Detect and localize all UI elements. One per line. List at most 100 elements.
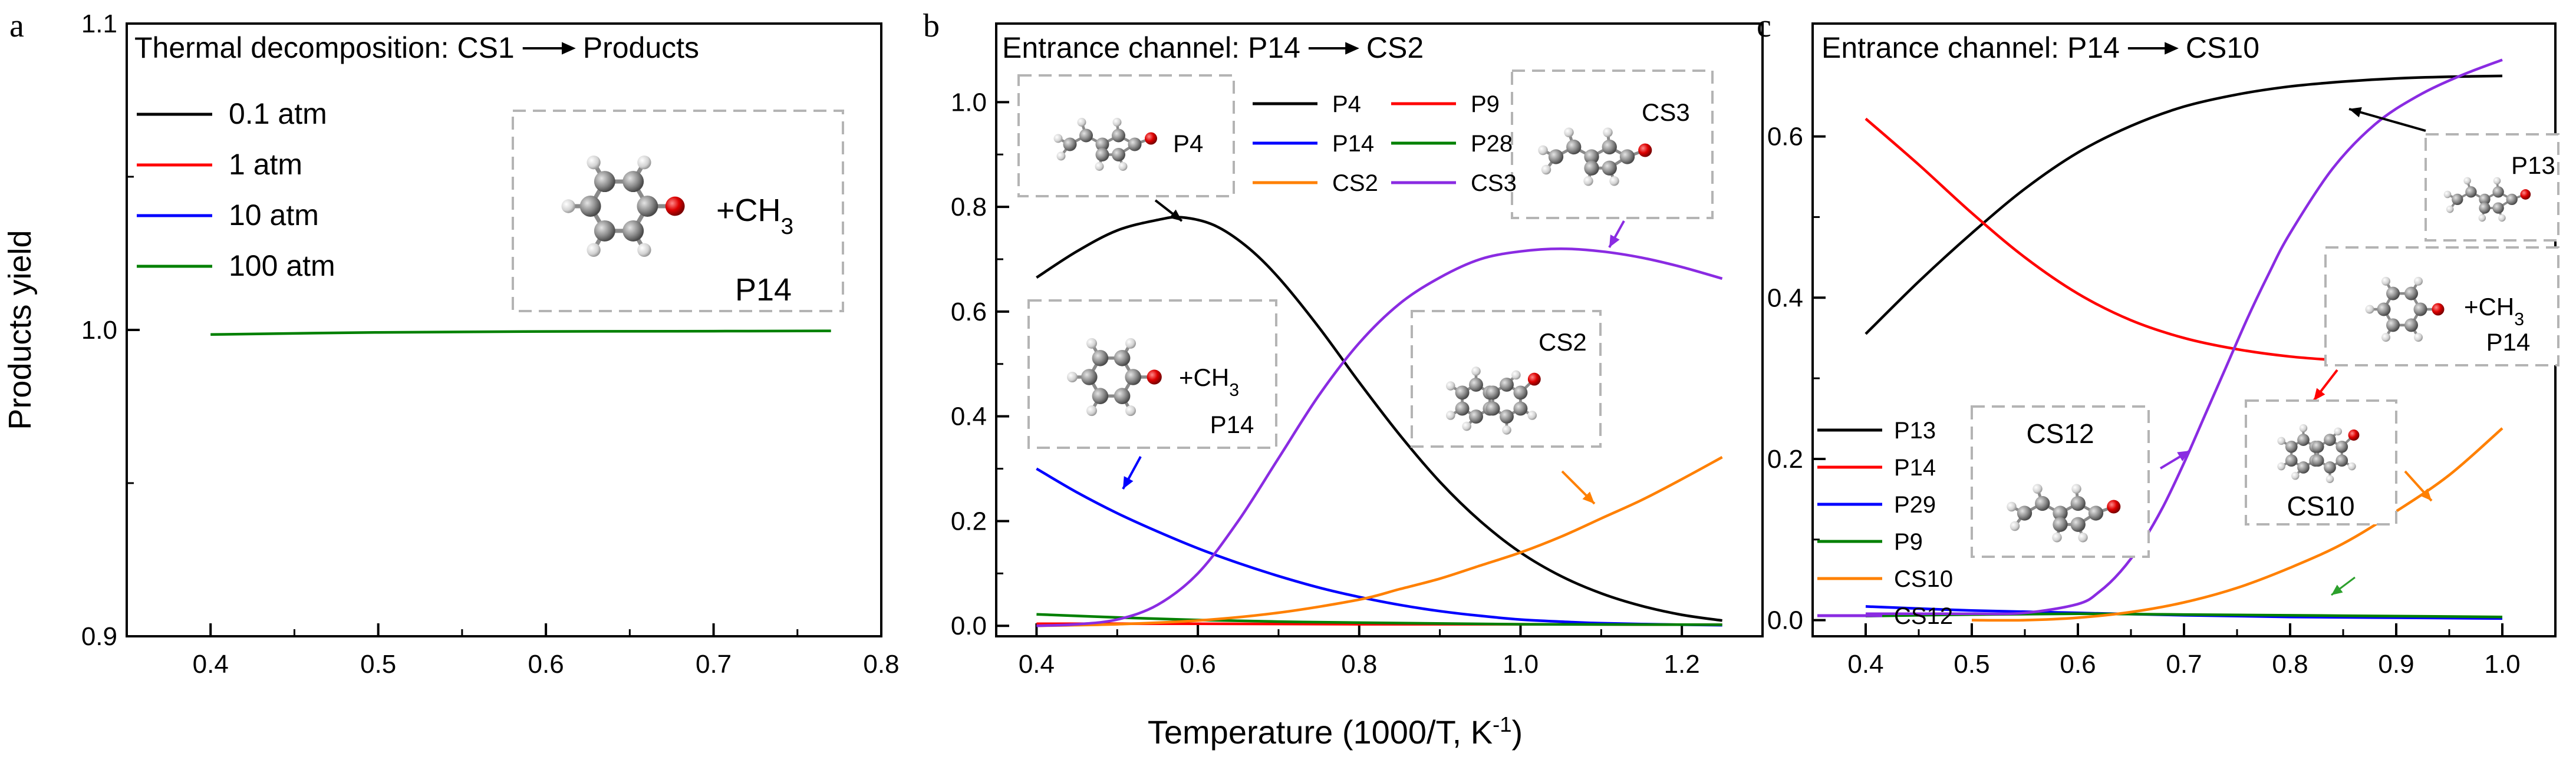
carbon-atom <box>2285 454 2298 467</box>
hydrogen-atom <box>2478 214 2486 222</box>
inset-label-ch3: +CH3 <box>716 193 793 239</box>
series-line-100-atm <box>210 329 831 336</box>
inset-label-ch3-c: +CH3 <box>2464 293 2524 329</box>
y-tick-label: 0.2 <box>951 507 987 536</box>
hydrogen-atom <box>1609 176 1619 186</box>
legend-label-3: 100 atm <box>229 249 335 282</box>
carbon-atom <box>2311 440 2324 453</box>
hydrogen-atom <box>1471 366 1481 376</box>
x-tick-label: 0.8 <box>2272 650 2308 679</box>
x-tick-label: 0.4 <box>1019 650 1055 679</box>
carbon-atom <box>1602 160 1617 176</box>
carbon-atom <box>2506 193 2518 206</box>
y-axis-label: Products yield <box>2 230 38 429</box>
oxygen-atom <box>2348 429 2360 441</box>
carbon-atom <box>2492 186 2504 198</box>
oxygen-atom <box>2432 303 2445 316</box>
title-arrow-head <box>2165 42 2179 55</box>
carbon-atom <box>2035 495 2050 511</box>
inset-label-p14-b: P14 <box>1210 411 1254 438</box>
hydrogen-atom <box>2414 276 2423 286</box>
p14-methyl-molecule-icon <box>2365 276 2445 342</box>
legend-label-2: 10 atm <box>229 199 319 232</box>
inset-label-cs3: CS3 <box>1642 98 1690 126</box>
annotation-arrow-p14 <box>1122 456 1142 490</box>
y-tick-label: 0.9 <box>81 622 117 651</box>
carbon-atom <box>2070 495 2086 511</box>
carbon-atom <box>1063 137 1077 151</box>
hydrogen-atom <box>2381 276 2390 286</box>
inset-label-p13: P13 <box>2511 151 2555 179</box>
oxygen-atom <box>2107 500 2121 514</box>
x-tick-label: 0.5 <box>1954 650 1989 679</box>
title-arrow-head <box>561 42 576 55</box>
y-tick-label: 1.0 <box>81 316 117 345</box>
carbon-atom <box>1485 385 1500 400</box>
hydrogen-atom <box>1086 405 1097 417</box>
carbon-atom <box>1081 369 1098 385</box>
x-tick-label: 1.0 <box>2484 650 2520 679</box>
hydrogen-atom <box>2277 437 2285 445</box>
carbon-atom <box>2324 461 2336 474</box>
hydrogen-atom <box>2365 305 2374 314</box>
x-tick-label: 1.2 <box>1664 650 1700 679</box>
x-tick-label: 0.7 <box>2166 650 2202 679</box>
y-tick-label: 0.0 <box>1767 606 1803 635</box>
annotation-arrow-cs12-head <box>2177 451 2190 462</box>
annotation-arrow-p4 <box>1154 199 1183 222</box>
series-line-cs3 <box>1036 247 1723 627</box>
y-tick-label: 0.0 <box>951 612 987 640</box>
y-tick-label: 0.6 <box>1767 123 1803 151</box>
hydrogen-atom <box>637 155 651 170</box>
carbon-atom <box>2335 440 2348 453</box>
annotation-arrow-cs3 <box>1608 220 1625 248</box>
legend-label-b-1: P9 <box>1471 91 1500 117</box>
hydrogen-atom <box>2071 484 2081 494</box>
annotation-arrow-p14-c <box>2313 369 2338 402</box>
carbon-atom <box>1548 149 1564 164</box>
title-arrow-icon <box>2127 42 2179 55</box>
y-tick-label: 0.4 <box>951 402 987 431</box>
hydrogen-atom <box>2443 190 2452 199</box>
carbon-atom <box>637 196 658 217</box>
inset-box-p4 <box>1017 74 1235 197</box>
carbon-atom <box>1602 139 1617 155</box>
annotation-arrow-cs2-head <box>1582 491 1595 504</box>
hydrogen-atom <box>1511 370 1521 380</box>
hydrogen-atom <box>1112 118 1122 127</box>
y-tick-label: 0.6 <box>951 298 987 326</box>
series-line-cs2 <box>1036 456 1723 627</box>
cs10-molecule-icon <box>2277 424 2360 483</box>
legend-label-c-1: P14 <box>1894 455 1936 481</box>
inset-label-cs12: CS12 <box>2026 418 2094 449</box>
panel-title-b: Entrance channel: P14 <box>1002 31 1300 64</box>
legend-label-b-2: P14 <box>1332 131 1374 157</box>
hydrogen-atom <box>587 243 601 257</box>
panel-title-target-a: Products <box>583 31 699 64</box>
annotation-arrow-p9-head <box>2331 584 2343 595</box>
carbon-atom <box>1500 378 1514 392</box>
hydrogen-atom <box>2291 471 2300 480</box>
carbon-atom <box>2335 454 2348 467</box>
hydrogen-atom <box>587 155 601 170</box>
hydrogen-atom <box>2348 462 2356 471</box>
carbon-atom <box>1500 409 1514 424</box>
legend-label-b-4: CS2 <box>1332 170 1378 196</box>
carbon-atom <box>2492 202 2504 214</box>
carbon-atom <box>594 220 615 242</box>
carbon-atom <box>1469 378 1483 392</box>
x-tick-label: 0.6 <box>528 650 564 679</box>
annotation-arrow-p13 <box>2348 107 2426 132</box>
oxygen-atom <box>2520 189 2531 200</box>
legend-label-b-0: P4 <box>1332 91 1361 117</box>
hydrogen-atom <box>1118 162 1128 171</box>
y-tick-label: 0.2 <box>1767 445 1803 474</box>
carbon-atom <box>2452 193 2463 206</box>
hydrogen-atom <box>561 199 575 213</box>
series-line-p14 <box>1036 467 1722 627</box>
hydrogen-atom <box>2463 177 2471 185</box>
carbon-atom <box>2479 193 2491 206</box>
carbon-atom <box>1125 369 1141 385</box>
hydrogen-atom <box>637 243 651 257</box>
carbon-atom <box>2070 517 2086 532</box>
